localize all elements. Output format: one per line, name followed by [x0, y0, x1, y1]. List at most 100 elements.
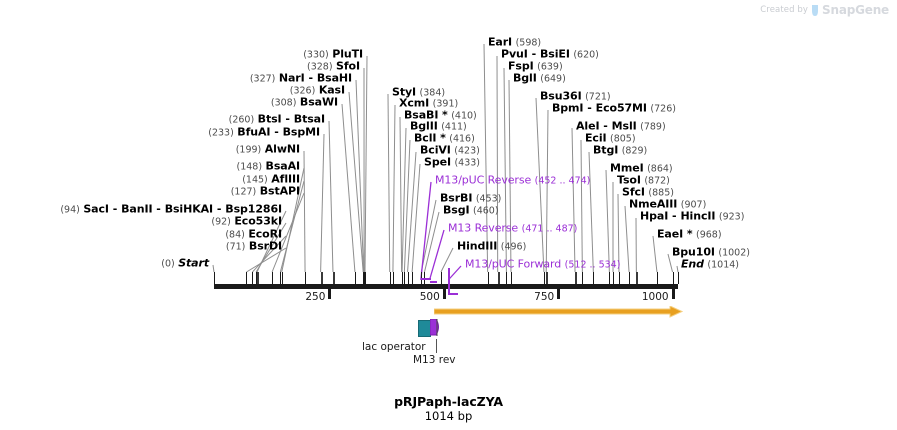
cut-site-tick[interactable] [510, 272, 512, 284]
cut-site-tick[interactable] [281, 272, 283, 284]
enzyme-site-label[interactable]: (308) BsaWI [271, 95, 338, 110]
cut-site-tick[interactable] [582, 272, 584, 284]
cut-site-tick[interactable] [593, 272, 595, 284]
primer-label[interactable]: M13/pUC Reverse (452 .. 474) [435, 174, 590, 188]
enzyme-site-label[interactable]: BtgI (829) [593, 144, 647, 158]
cut-site-tick[interactable] [354, 272, 356, 284]
enzyme-site-label[interactable]: BpmI - Eco57MI (726) [552, 102, 676, 116]
cut-site-tick[interactable] [609, 272, 611, 284]
cut-site-tick[interactable] [487, 272, 489, 284]
primer-span[interactable] [448, 293, 459, 295]
enzyme-site-label[interactable]: (327) NarI - BsaHI [250, 72, 352, 86]
enzyme-site-label[interactable]: (127) BstAPI [231, 185, 300, 199]
enzyme-site-label[interactable]: HindIII (496) [457, 240, 526, 254]
enzyme-site-label[interactable]: TsoI (872) [617, 174, 670, 188]
enzyme-site-label[interactable]: HpaI - HincII (923) [640, 210, 744, 224]
enzyme-site-label[interactable]: (199) AlwNI [236, 143, 300, 157]
cut-site-tick[interactable] [389, 272, 391, 284]
enzyme-name: BsaWI [299, 95, 338, 109]
cut-site-tick[interactable] [332, 272, 335, 284]
enzyme-name: BtsaI [293, 112, 325, 126]
enzyme-site-label[interactable]: (326) KasI [290, 84, 345, 98]
cut-site-tick[interactable] [214, 272, 215, 284]
cut-site-tick[interactable] [272, 272, 274, 284]
cut-site-tick[interactable] [257, 272, 259, 284]
enzyme-site-label[interactable]: (145) AflIII [242, 173, 300, 187]
cds-arrow[interactable] [434, 306, 684, 322]
cut-site-tick[interactable] [543, 272, 545, 284]
cut-site-tick[interactable] [252, 272, 254, 284]
cut-site-tick[interactable] [546, 272, 549, 284]
enzyme-site-names: BsaAI [266, 160, 301, 173]
feature-m13-rev[interactable] [430, 319, 444, 336]
enzyme-site-label[interactable]: Bsu36I (721) [540, 90, 611, 104]
enzyme-site-label[interactable]: PvuI - BsiEI (620) [501, 48, 599, 62]
enzyme-site-label[interactable]: (260) BtsI - BtsaI [229, 112, 325, 127]
cut-site-tick[interactable] [575, 272, 578, 284]
enzyme-site-label[interactable]: BclI * (416) [414, 132, 475, 146]
enzyme-site-label[interactable]: (94) SacI - BanII - BsiHKAI - Bsp1286I [60, 203, 282, 217]
cut-site-tick[interactable] [412, 272, 414, 284]
enzyme-site-label[interactable]: SpeI (433) [424, 156, 480, 170]
enzyme-site-label[interactable]: BsrBI (453) [440, 192, 501, 206]
cut-site-tick[interactable] [636, 272, 639, 284]
enzyme-site-label[interactable]: AleI - MslI (789) [576, 119, 666, 134]
cut-site-tick[interactable] [305, 272, 307, 284]
enzyme-site-label[interactable]: Bpu10I (1002) [672, 245, 750, 260]
cut-site-tick[interactable] [256, 272, 258, 284]
cut-site-tick[interactable] [629, 272, 631, 284]
cut-site-tick[interactable] [364, 272, 366, 284]
enzyme-site-label[interactable]: XcmI (391) [399, 97, 458, 111]
enzyme-site-position: (864) [647, 163, 673, 175]
cut-site-tick[interactable] [280, 272, 282, 284]
enzyme-site-label[interactable]: SfcI (885) [622, 186, 674, 200]
cut-site-tick[interactable] [407, 272, 409, 284]
cut-site-tick[interactable] [246, 272, 248, 284]
cut-site-tick[interactable] [656, 272, 658, 284]
enzyme-site-label[interactable]: NmeAIII (907) [629, 198, 706, 212]
leader-line [667, 253, 673, 273]
cut-site-tick[interactable] [365, 272, 366, 284]
enzyme-site-label[interactable]: End (1014) [681, 258, 739, 272]
plasmid-length-label: 1014 bp [424, 409, 473, 423]
enzyme-site-label[interactable]: (328) SfoI [307, 60, 360, 74]
enzyme-site-label[interactable]: (233) BfuAI - BspMI [208, 126, 320, 140]
enzyme-site-label[interactable]: EarI (598) [488, 36, 541, 50]
cut-site-tick[interactable] [402, 272, 404, 284]
enzyme-site-label[interactable]: BsaBI * (410) [404, 109, 477, 123]
enzyme-site-label[interactable]: (92) Eco53kI [211, 215, 282, 229]
enzyme-site-label[interactable]: BsgI (460) [443, 204, 499, 218]
enzyme-name: Bpu10I [672, 245, 715, 259]
enzyme-site-label[interactable]: BciVI (423) [420, 144, 480, 158]
enzyme-site-label[interactable]: (0) Start [161, 257, 209, 271]
cut-site-tick[interactable] [618, 272, 620, 284]
cut-site-tick[interactable] [404, 272, 406, 284]
cut-site-tick[interactable] [497, 272, 500, 284]
name-separator: - [599, 119, 612, 133]
primer-label[interactable]: M13 Reverse (471 .. 487) [448, 222, 577, 236]
cut-site-tick[interactable] [320, 272, 323, 284]
enzyme-site-label[interactable]: EciI (805) [585, 132, 636, 146]
enzyme-site-label[interactable]: FspI (639) [508, 60, 563, 74]
cut-site-tick[interactable] [613, 272, 615, 284]
leader-line [652, 235, 658, 273]
cut-site-tick[interactable] [392, 272, 394, 284]
enzyme-site-label[interactable]: BglII (411) [410, 120, 467, 134]
enzyme-site-label[interactable]: EaeI * (968) [657, 228, 722, 242]
cut-site-tick[interactable] [506, 272, 508, 284]
enzyme-site-label[interactable]: BglI (649) [513, 72, 566, 86]
cut-site-tick[interactable] [678, 272, 679, 284]
cut-site-tick[interactable] [672, 272, 674, 284]
primer-span[interactable] [420, 278, 431, 280]
primer-span[interactable] [429, 281, 437, 283]
cut-site-tick[interactable] [440, 272, 442, 284]
enzyme-site-label[interactable]: MmeI (864) [610, 162, 673, 176]
enzyme-site-label[interactable]: (71) BsrDI [226, 240, 282, 254]
axis-tick [328, 289, 332, 299]
enzyme-site-label[interactable]: (148) BsaAI [236, 160, 301, 174]
enzyme-site-label[interactable]: (84) EcoRI [225, 228, 282, 242]
axis-tick-label: 750 [534, 291, 555, 303]
primer-label[interactable]: M13/pUC Forward (512 .. 534) [465, 258, 620, 272]
enzyme-site-label[interactable]: (330) PluTI [303, 48, 363, 62]
enzyme-site-label[interactable]: StyI (384) [392, 86, 445, 100]
